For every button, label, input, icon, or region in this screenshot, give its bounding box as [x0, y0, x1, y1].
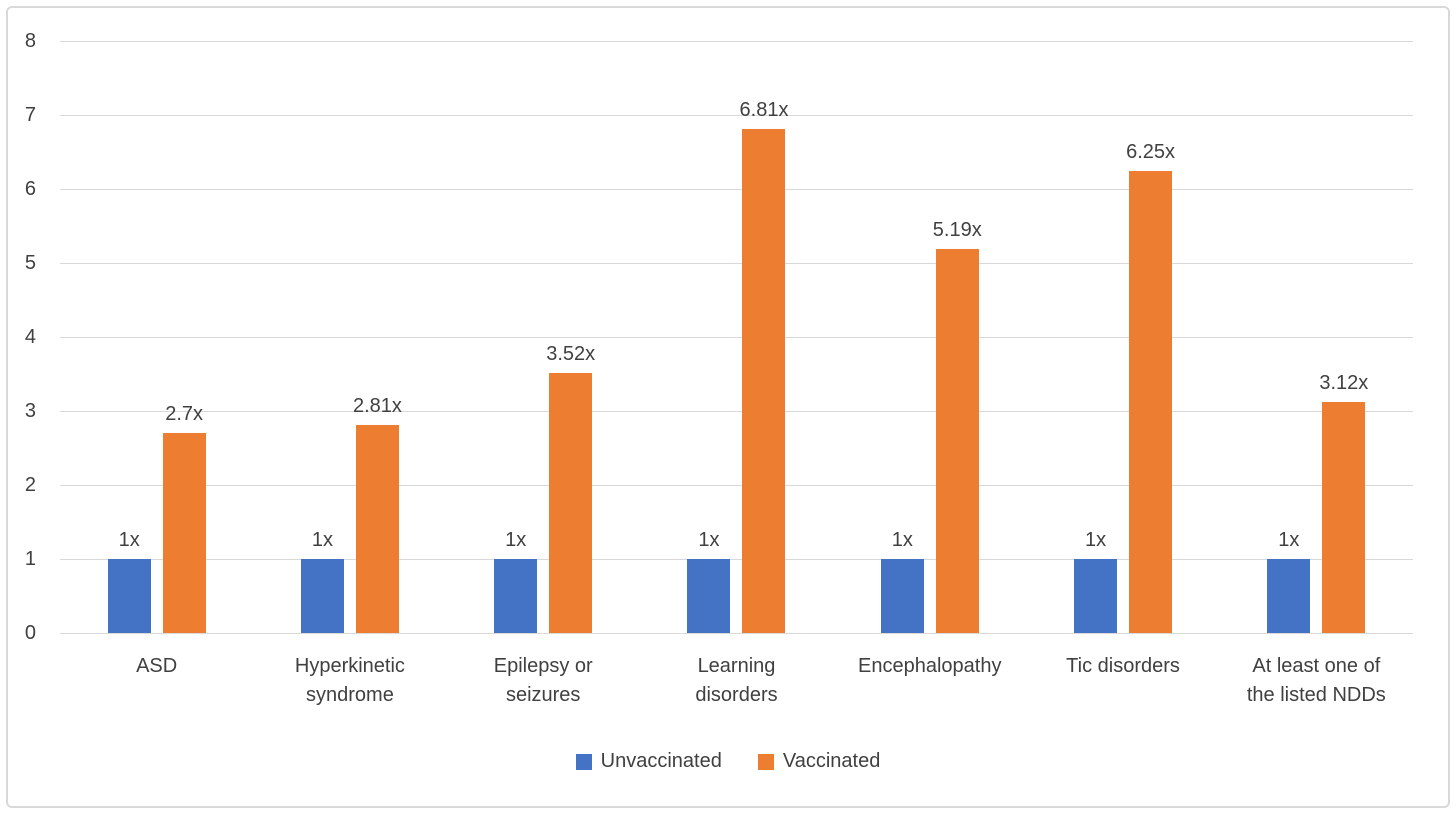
y-axis-tick-label-4: 4: [24, 326, 36, 348]
gridline-3: [60, 410, 1413, 412]
y-axis-tick-label-8: 8: [24, 30, 36, 52]
bar-unvaccinated-6: 1x: [1267, 529, 1311, 633]
bar-value-label: 2.7x: [165, 403, 204, 426]
y-axis-tick-label-7: 7: [24, 104, 36, 126]
bar-unvaccinated-0: 1x: [107, 529, 151, 633]
bar-value-label: 1x: [698, 529, 720, 551]
category-group-0: 1x 2.7x: [60, 41, 253, 633]
x-axis-category-label-2: Epilepsy or seizures: [493, 655, 593, 706]
legend-label-unvaccinated: Unvaccinated: [600, 750, 722, 772]
x-axis-category-label-4: Encephalopathy: [858, 655, 1002, 677]
bar-value-label: 1x: [1278, 529, 1300, 551]
gridline-4: [60, 336, 1413, 338]
bar-vaccinated-0: 2.7x: [162, 403, 206, 633]
bar-value-label: 6.25x: [1126, 140, 1176, 163]
x-axis-category-label-1: Hyperkinetic syndrome: [294, 655, 405, 706]
gridline-6: [60, 188, 1413, 190]
y-axis-tick-label-0: 0: [24, 622, 36, 644]
x-axis-category-label-5: Tic disorders: [1066, 655, 1180, 677]
gridline-7: [60, 114, 1413, 116]
bar-vaccinated-4: 5.19x: [933, 219, 982, 633]
y-axis-tick-label-2: 2: [24, 474, 36, 496]
category-group-5: 1x 6.25x: [1026, 41, 1219, 633]
category-group-1: 1x 2.81x: [253, 41, 446, 633]
legend: Unvaccinated Vaccinated: [0, 750, 1456, 773]
x-axis-category-label-6: At least one of the listed NDDs: [1246, 655, 1386, 706]
gridline-2: [60, 484, 1413, 486]
legend-item-unvaccinated: Unvaccinated: [575, 750, 722, 773]
bars-layer: 1x 2.7x 1x 2.81x 1x 3.52x 1x 6.81x 1x 5.19x 1x 6.25…: [60, 41, 1413, 633]
bar-value-label: 3.52x: [546, 342, 596, 365]
bar-unvaccinated-1: 1x: [300, 529, 344, 633]
bar-value-label: 1x: [1084, 529, 1107, 551]
bar-value-label: 6.81x: [739, 99, 789, 122]
gridline-8: [60, 40, 1413, 42]
category-group-4: 1x 5.19x: [833, 41, 1026, 633]
bar-value-label: 1x: [118, 529, 140, 551]
bar-value-label: 3.12x: [1319, 372, 1369, 395]
category-group-6: 1x 3.12x: [1220, 41, 1413, 633]
category-group-2: 1x 3.52x: [447, 41, 640, 633]
category-group-3: 1x 6.81x: [640, 41, 833, 633]
bar-value-label: 5.19x: [932, 218, 982, 241]
bar-unvaccinated-4: 1x: [880, 529, 924, 633]
legend-item-vaccinated: Vaccinated: [757, 750, 881, 773]
gridline-1: [60, 558, 1413, 560]
y-axis-tick-label-3: 3: [24, 400, 36, 422]
y-axis-tick-label-1: 1: [24, 548, 36, 570]
gridlines: [60, 40, 1413, 634]
x-axis: ASD Hyperkinetic syndrome Epilepsy or seiz…: [60, 652, 1413, 710]
legend-label-vaccinated: Vaccinated: [782, 750, 881, 772]
bar-value-label: 1x: [311, 529, 333, 551]
gridline-0: [60, 632, 1413, 634]
legend-swatch-unvaccinated: [575, 753, 592, 770]
bar-vaccinated-1: 2.81x: [353, 395, 402, 633]
y-axis-tick-label-6: 6: [24, 178, 36, 200]
gridline-5: [60, 262, 1413, 264]
bar-unvaccinated-2: 1x: [494, 529, 538, 633]
bar-vaccinated-3: 6.81x: [740, 99, 788, 633]
bar-unvaccinated-3: 1x: [687, 529, 731, 633]
legend-swatch-vaccinated: [757, 753, 774, 770]
x-axis-category-label-0: ASD: [136, 655, 178, 677]
bar-value-label: 1x: [505, 529, 527, 551]
bar-value-label: 1x: [891, 529, 913, 551]
bar-vaccinated-2: 3.52x: [546, 343, 595, 633]
bar-value-label: 2.81x: [352, 395, 402, 418]
y-axis: 0 1 2 3 4 5 6 7 8: [0, 30, 44, 644]
y-axis-tick-label-5: 5: [24, 252, 36, 274]
bar-unvaccinated-5: 1x: [1074, 529, 1118, 633]
plot-area: 1x 2.7x 1x 2.81x 1x 3.52x 1x 6.81x 1x 5.19x 1x 6.25…: [60, 40, 1413, 634]
x-axis-category-label-3: Learning disorders: [695, 655, 778, 706]
bar-vaccinated-5: 6.25x: [1126, 141, 1175, 633]
bar-vaccinated-6: 3.12x: [1319, 372, 1368, 633]
